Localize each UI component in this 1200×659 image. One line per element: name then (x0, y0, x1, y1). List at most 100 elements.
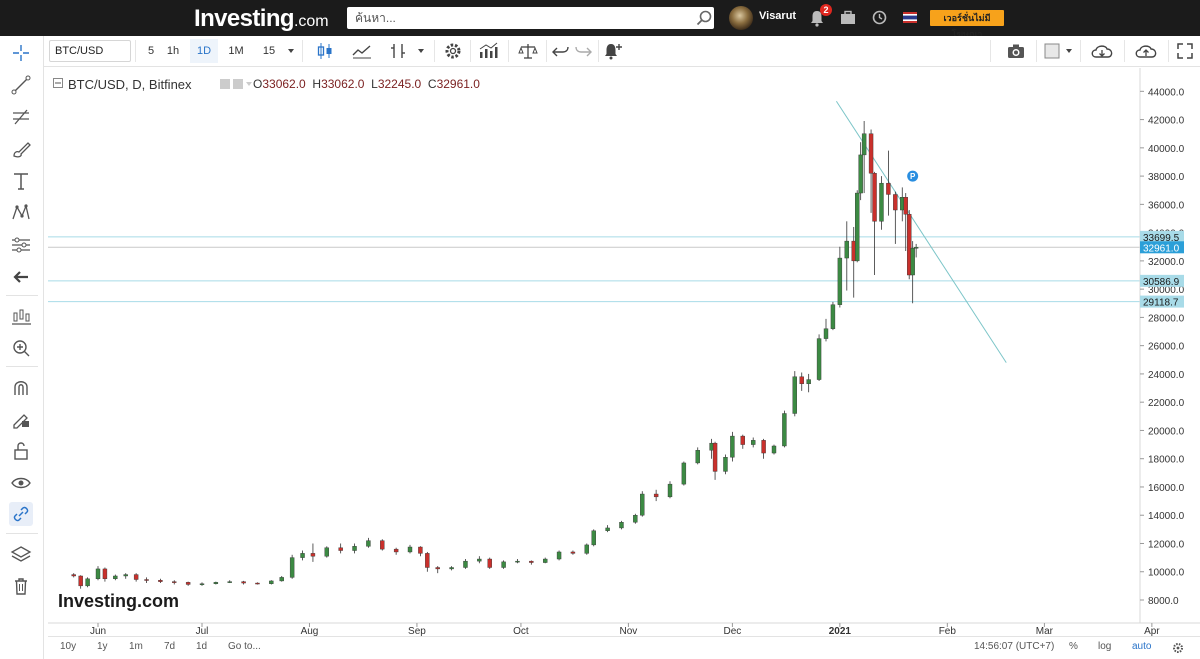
legend-settings-icon[interactable] (220, 79, 254, 89)
compare-dropdown-icon[interactable] (414, 39, 428, 63)
price-tick-label: 14000.0 (1148, 511, 1185, 522)
measure-tool[interactable] (9, 233, 33, 257)
layers-tool[interactable] (9, 543, 33, 567)
candle (903, 193, 908, 251)
search-icon[interactable] (695, 9, 713, 27)
redo-icon[interactable] (572, 39, 594, 63)
fullscreen-expand-icon[interactable] (1174, 39, 1196, 63)
studies-icon[interactable] (476, 39, 500, 63)
alert-bell-icon[interactable] (600, 39, 624, 63)
marker-circle[interactable] (907, 170, 919, 182)
symbol-search-input[interactable]: BTC/USD (49, 40, 131, 62)
ad-free-button[interactable]: เวอร์ชั่นไม่มีโฆษณา (930, 10, 1004, 39)
avatar[interactable] (729, 6, 753, 30)
price-tick-label: 40000.0 (1148, 144, 1185, 155)
candle-body (730, 435, 735, 458)
range-1y-button[interactable]: 1y (97, 641, 108, 652)
candle (289, 554, 295, 579)
trendline[interactable] (835, 100, 1007, 363)
candle (712, 441, 718, 480)
settings-gear-icon[interactable] (442, 39, 464, 63)
price-chart[interactable]: P 8000.0 10000.0 12000.0 14000.0 16000.0 1800… (48, 68, 1200, 638)
brush-tool[interactable] (9, 137, 33, 161)
time-tick-label: Apr (1144, 626, 1160, 637)
trend-line-icon (11, 75, 31, 95)
zoom-tool[interactable] (9, 336, 33, 360)
range-10y-button[interactable]: 10y (60, 641, 77, 652)
candle (695, 447, 700, 465)
candle (172, 580, 177, 585)
link-icon (13, 506, 29, 522)
price-tick-label: 30000.0 (1148, 285, 1185, 296)
candle-body (463, 560, 468, 568)
price-tick-label: 10000.0 (1148, 568, 1185, 579)
trend-line-tool[interactable] (9, 73, 33, 97)
thai-flag-icon[interactable] (903, 12, 917, 23)
magnet-tool[interactable] (9, 376, 33, 400)
back-arrow-tool[interactable] (9, 265, 33, 289)
cloud-download-icon[interactable] (1088, 39, 1118, 63)
range-1m-button[interactable]: 1m (129, 641, 143, 652)
chart-marker[interactable]: P (907, 170, 919, 182)
range-7d-button[interactable]: 7d (164, 641, 176, 652)
price-tick-label: 28000.0 (1148, 313, 1185, 324)
top-navigation-bar: Investing.com Visarut 2 เวอร์ชั่นไม่มีโฆ… (0, 0, 1200, 39)
auto-scale-button[interactable]: auto (1132, 641, 1152, 652)
candle (667, 481, 673, 499)
username[interactable]: Visarut (759, 10, 797, 22)
interval-1d-button[interactable]: 1D (190, 39, 218, 63)
search-input[interactable] (347, 7, 714, 29)
chart-type-tool[interactable] (9, 305, 33, 329)
price-axis[interactable]: 8000.0 10000.0 12000.0 14000.0 16000.0 18000.… (1140, 87, 1185, 607)
delete-drawings-tool[interactable] (9, 574, 33, 598)
goto-date-button[interactable]: Go to... (228, 641, 261, 652)
interval-1m-button[interactable]: 1M (228, 45, 244, 57)
indicators-icon[interactable] (350, 39, 374, 63)
trendline-drawing[interactable] (835, 100, 1007, 363)
interval-dropdown-icon[interactable] (284, 39, 298, 63)
link-tool[interactable] (9, 502, 33, 526)
lock-drawing-tool[interactable] (9, 407, 33, 431)
candle (269, 580, 274, 585)
close-label: C (427, 77, 437, 91)
scale-settings-gear-icon[interactable] (1172, 642, 1184, 654)
briefcase-icon[interactable] (840, 10, 856, 25)
candle (407, 544, 413, 554)
fullscreen-square-icon[interactable] (1042, 39, 1062, 63)
screenshot-camera-icon[interactable] (1004, 39, 1028, 63)
unlock-tool[interactable] (9, 439, 33, 463)
collapse-legend-icon[interactable] (53, 78, 63, 88)
time-axis[interactable]: Jun Jul Aug Sep Oct Nov Dec 2021 Feb Mar Apr (90, 623, 1160, 637)
interval-5m-button[interactable]: 5 (147, 45, 155, 57)
investing-logo[interactable]: Investing.com (194, 5, 329, 32)
candle (823, 318, 829, 342)
log-scale-button[interactable]: log (1098, 641, 1112, 652)
interval-15-button[interactable]: 15 (262, 45, 276, 57)
compare-icon[interactable] (388, 39, 410, 63)
layout-dropdown-icon[interactable] (1062, 39, 1076, 63)
candle-body (799, 376, 804, 385)
cloud-upload-icon[interactable] (1132, 39, 1162, 63)
percent-scale-button[interactable]: % (1069, 641, 1078, 652)
candles-style-icon[interactable] (314, 39, 336, 63)
candle-body (858, 154, 863, 194)
candle (310, 543, 316, 562)
candle (570, 550, 576, 555)
candle-body (712, 442, 718, 472)
interval-1h-button[interactable]: 1h (166, 45, 180, 57)
candle (338, 543, 343, 554)
candle-body (227, 581, 232, 583)
candle-body (861, 133, 867, 156)
balance-icon[interactable] (516, 39, 540, 63)
visibility-tool[interactable] (9, 471, 33, 495)
pattern-tool[interactable] (9, 201, 33, 225)
crosshair-tool[interactable] (9, 41, 33, 65)
clock-icon[interactable] (872, 10, 887, 25)
range-1d-button[interactable]: 1d (196, 641, 208, 652)
fib-tool[interactable] (9, 105, 33, 129)
bell-icon[interactable] (808, 8, 826, 28)
text-tool[interactable] (9, 169, 33, 193)
undo-icon[interactable] (550, 39, 572, 63)
candle-body (816, 338, 822, 380)
candle-body (529, 560, 534, 563)
